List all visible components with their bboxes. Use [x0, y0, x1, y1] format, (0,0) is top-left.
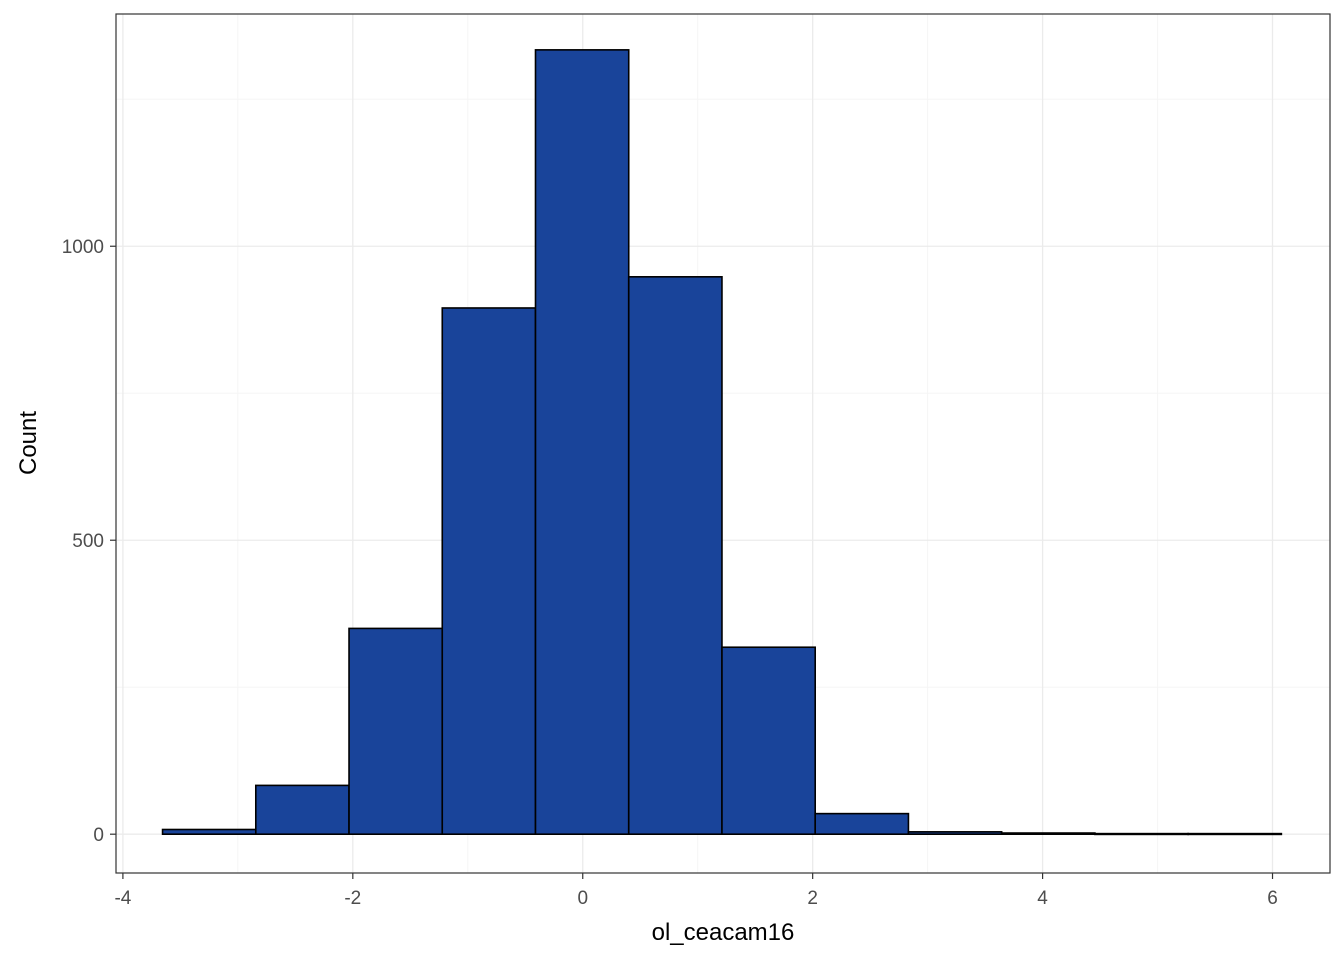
- histogram-bar: [161, 828, 257, 835]
- histogram-bar: [907, 831, 1003, 835]
- histogram-bars: [161, 49, 1283, 836]
- axis-ticks: [110, 245, 1274, 879]
- x-tick-label: 6: [1267, 888, 1278, 909]
- x-tick-label: 0: [577, 888, 588, 909]
- histogram-bar: [254, 784, 350, 835]
- histogram-bar: [534, 49, 630, 835]
- x-axis-title: ol_ceacam16: [652, 919, 795, 946]
- axis-tick-labels: -4 -2 0 2 4 6 0 500 1000: [62, 237, 1278, 909]
- histogram-bar: [441, 307, 537, 835]
- y-tick-label: 500: [72, 531, 104, 552]
- histogram-bar: [814, 812, 910, 835]
- y-tick-label: 0: [93, 825, 104, 846]
- histogram-bar: [627, 276, 723, 835]
- x-tick-label: -2: [344, 888, 361, 909]
- x-tick-label: 4: [1037, 888, 1048, 909]
- x-tick-label: -4: [114, 888, 131, 909]
- x-tick-label: 2: [807, 888, 818, 909]
- y-axis-title: Count: [15, 411, 42, 475]
- histogram-bar: [1094, 832, 1189, 836]
- panel-border: [115, 13, 1331, 874]
- y-tick-label: 1000: [62, 237, 104, 258]
- histogram-bar: [1000, 832, 1096, 835]
- histogram-bar: [348, 627, 444, 835]
- histogram-bar: [721, 646, 816, 835]
- histogram-bar: [1187, 832, 1283, 836]
